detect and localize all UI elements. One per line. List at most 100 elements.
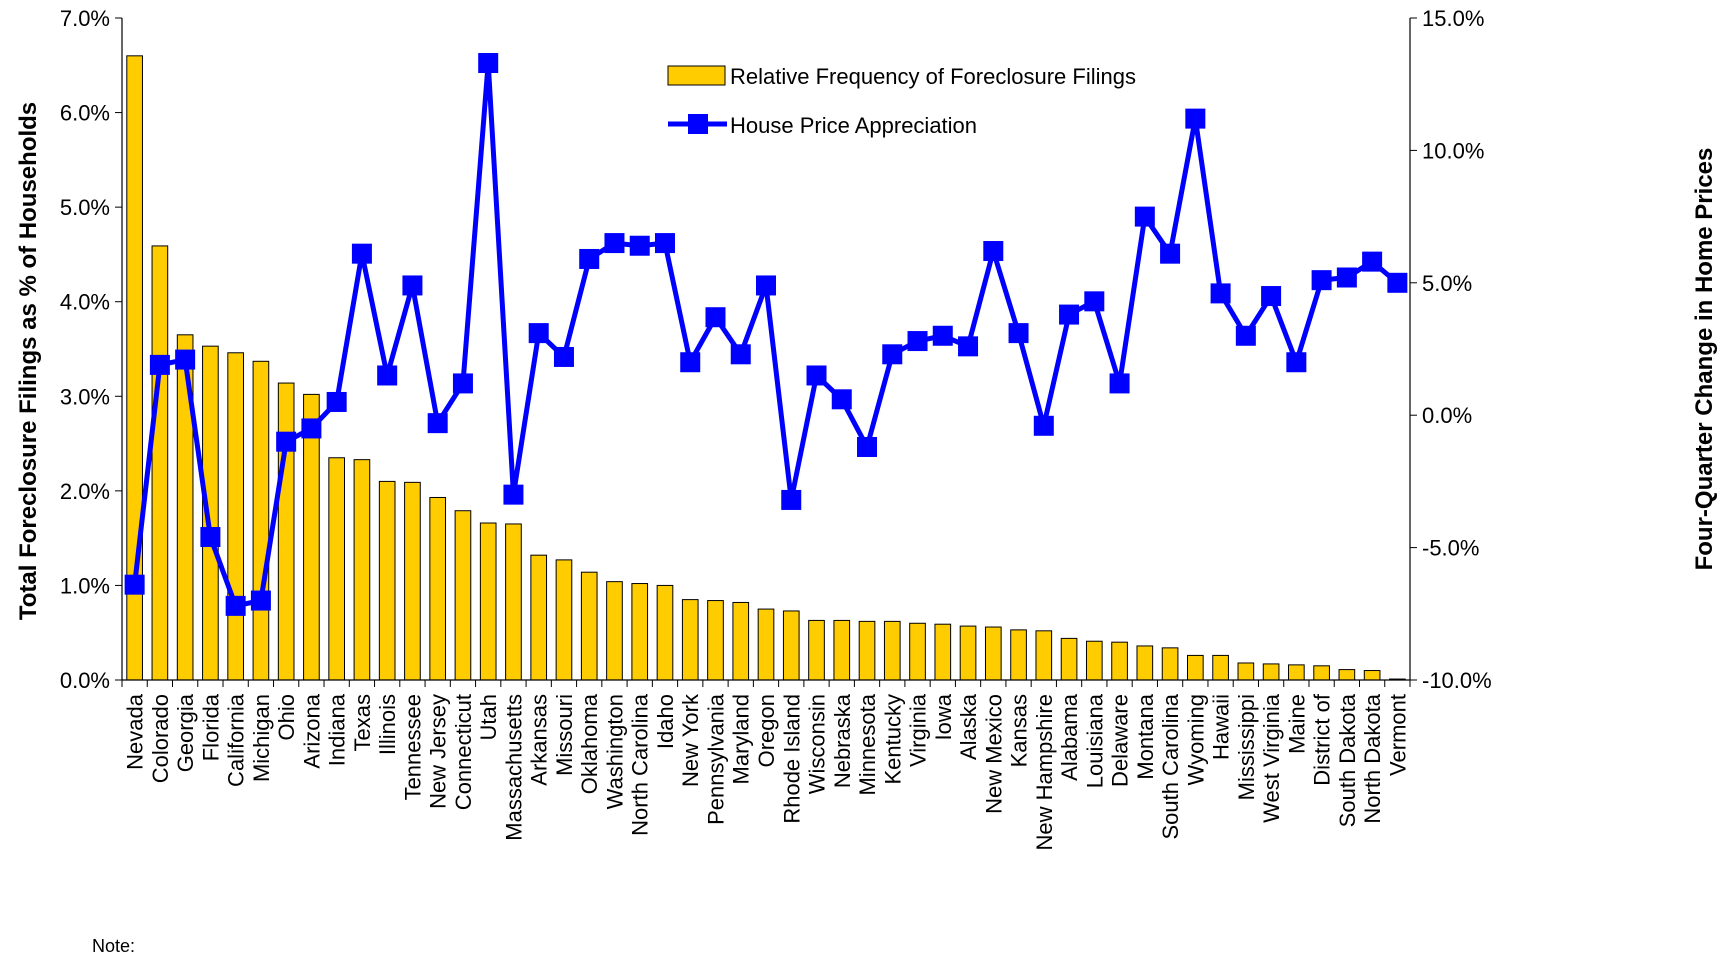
category-label: Minnesota: [855, 693, 880, 795]
bar-north-carolina: [631, 583, 649, 681]
legend-bar-label: Relative Frequency of Foreclosure Filing…: [730, 64, 1136, 89]
category-label: Maine: [1284, 694, 1309, 754]
line-marker: [503, 484, 524, 505]
line-marker: [553, 346, 574, 367]
category-label: Arkansas: [527, 694, 552, 786]
category-label: West Virginia: [1259, 693, 1284, 823]
left-axis-title: Total Foreclosure Filings as % of Househ…: [15, 102, 42, 620]
left-tick-label: 2.0%: [60, 479, 110, 504]
bar-arkansas: [530, 554, 548, 681]
category-label: Florida: [198, 693, 223, 761]
bar-new-hampshire: [1035, 630, 1053, 681]
bar-ohio: [277, 382, 295, 681]
legend-bar-swatch: [667, 65, 726, 86]
category-label: California: [224, 693, 249, 787]
line-marker: [1134, 206, 1155, 227]
category-label: Virginia: [906, 693, 931, 767]
bar-nebraska: [833, 619, 851, 681]
category-label: Iowa: [931, 693, 956, 740]
category-label: Illinois: [375, 694, 400, 755]
line-marker: [1109, 373, 1130, 394]
category-label: North Dakota: [1360, 693, 1385, 823]
bar-tennessee: [404, 481, 421, 681]
right-tick-label: -10.0%: [1422, 668, 1492, 693]
bar-minnesota: [858, 620, 876, 681]
bar-series: [126, 55, 1406, 681]
bar-massachusetts: [505, 523, 522, 681]
bar-alaska: [959, 625, 977, 681]
category-label: Wyoming: [1183, 694, 1208, 786]
line-marker: [1235, 325, 1256, 346]
category-label: Oklahoma: [577, 693, 602, 794]
legend-line-marker: [688, 114, 708, 134]
line-marker: [629, 235, 650, 256]
category-label: Alaska: [956, 693, 981, 760]
line-marker: [452, 373, 473, 394]
bar-west-virginia: [1262, 663, 1280, 681]
bar-idaho: [656, 584, 674, 681]
bar-montana: [1136, 645, 1154, 681]
bar-connecticut: [454, 510, 472, 681]
legend: Relative Frequency of Foreclosure Filing…: [667, 64, 1136, 138]
left-tick-label: 7.0%: [60, 6, 110, 31]
category-label: Louisiana: [1082, 693, 1107, 788]
bar-indiana: [328, 457, 345, 681]
category-label: Utah: [476, 694, 501, 740]
category-label: Kentucky: [880, 694, 905, 785]
bar-hawaii: [1212, 654, 1229, 681]
bar-california: [227, 352, 244, 681]
line-marker: [882, 344, 903, 365]
category-label: Nebraska: [830, 693, 855, 788]
right-axis-ticks: -10.0% -5.0% 0.0% 5.0% 10.0% 15.0%: [1410, 6, 1492, 693]
right-tick-label: 15.0%: [1422, 6, 1484, 31]
line-marker: [124, 574, 145, 595]
category-label: Nevada: [123, 693, 148, 770]
category-label: South Carolina: [1158, 693, 1183, 839]
line-marker: [1210, 283, 1231, 304]
right-axis-title: Four-Quarter Change in Home Prices: [1691, 148, 1718, 571]
line-marker: [654, 233, 675, 254]
left-tick-label: 4.0%: [60, 290, 110, 315]
bar-kansas: [1010, 629, 1027, 681]
line-marker: [958, 336, 979, 357]
category-label: Oregon: [754, 694, 779, 767]
category-label: Hawaii: [1209, 694, 1234, 760]
category-label: Ohio: [274, 694, 299, 740]
line-path: [132, 60, 1399, 609]
bar-wisconsin: [808, 619, 825, 681]
category-label: Connecticut: [451, 694, 476, 810]
line-marker: [175, 349, 196, 370]
line-marker: [1160, 243, 1181, 264]
line-marker: [730, 344, 751, 365]
bar-south-dakota: [1338, 669, 1356, 681]
bar-maine: [1288, 664, 1305, 681]
bar-michigan: [252, 360, 270, 681]
left-tick-label: 6.0%: [60, 101, 110, 126]
line-marker: [1084, 291, 1105, 312]
axes: [121, 18, 1411, 687]
bar-rhode-island: [782, 610, 800, 681]
right-tick-label: 5.0%: [1422, 271, 1472, 296]
bar-virginia: [909, 622, 926, 681]
bar-district-of: [1313, 665, 1330, 681]
category-label: New Hampshire: [1032, 694, 1057, 851]
line-marker: [932, 325, 953, 346]
line-marker: [1286, 352, 1307, 373]
category-label: North Carolina: [628, 693, 653, 836]
line-marker: [326, 391, 347, 412]
category-label: Mississippi: [1234, 694, 1259, 800]
bar-north-dakota: [1363, 670, 1381, 681]
bar-maryland: [732, 601, 750, 681]
bar-illinois: [378, 480, 396, 681]
category-label: South Dakota: [1335, 693, 1360, 827]
line-marker: [149, 354, 170, 375]
category-label: Michigan: [249, 694, 274, 782]
left-tick-label: 0.0%: [60, 668, 110, 693]
category-label: Texas: [350, 694, 375, 751]
bar-new-mexico: [984, 626, 1002, 681]
line-marker: [806, 365, 827, 386]
category-labels: Nevada Colorado Georgia Florida California Mi…: [123, 693, 1411, 850]
line-marker: [528, 323, 549, 344]
